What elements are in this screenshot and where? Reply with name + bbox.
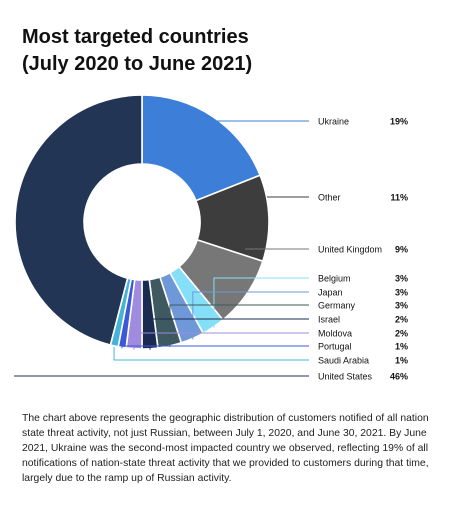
legend-value-israel: 2% <box>395 315 408 325</box>
legend-label-saudi-arabia: Saudi Arabia <box>318 356 369 366</box>
legend-value-ukraine: 19% <box>390 117 408 127</box>
leader-line-moldova <box>133 332 309 350</box>
chart-title-line-1: Most targeted countries <box>22 26 249 48</box>
legend-label-portugal: Portugal <box>318 342 352 352</box>
slice-united-states <box>14 94 143 346</box>
leader-line-portugal <box>121 345 309 349</box>
legend-label-belgium: Belgium <box>318 274 351 284</box>
legend-value-other: 11% <box>390 193 408 203</box>
chart-description: The chart above represents the geographi… <box>22 413 429 485</box>
leader-line-belgium <box>213 277 309 328</box>
legend-label-israel: Israel <box>318 315 340 325</box>
legend-label-united-kingdom: United Kingdom <box>318 245 382 255</box>
legend-value-germany: 3% <box>395 301 408 311</box>
leader-line-israel <box>149 318 309 350</box>
legend-value-moldova: 2% <box>395 329 408 339</box>
legend-label-moldova: Moldova <box>318 329 352 339</box>
legend-value-united-kingdom: 9% <box>395 245 408 255</box>
legend-label-ukraine: Ukraine <box>318 117 349 127</box>
slice-ukraine <box>141 94 262 202</box>
legend-label-japan: Japan <box>318 288 343 298</box>
legend-value-portugal: 1% <box>395 342 408 352</box>
legend-value-saudi-arabia: 1% <box>395 356 408 366</box>
donut-chart: Ukraine 19% Other 11% United Kingdom 9% Belgiu… <box>14 94 408 382</box>
leader-line-saudi-arabia <box>113 346 309 361</box>
legend-value-united-states: 46% <box>390 372 408 382</box>
legend-value-belgium: 3% <box>395 274 408 284</box>
legend-label-united-states: United States <box>318 372 373 382</box>
chart-title: Most targeted countries (July 2020 to Ju… <box>22 24 442 78</box>
legend-label-other: Other <box>318 193 341 203</box>
leader-line-japan <box>192 291 309 340</box>
chart-title-line-2: (July 2020 to June 2021) <box>22 53 253 75</box>
legend-label-germany: Germany <box>318 301 356 311</box>
legend-value-japan: 3% <box>395 288 408 298</box>
